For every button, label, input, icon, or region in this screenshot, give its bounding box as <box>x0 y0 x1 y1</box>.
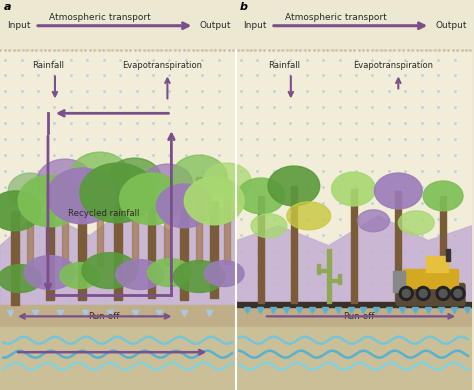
Ellipse shape <box>0 264 42 292</box>
Circle shape <box>399 287 413 300</box>
Ellipse shape <box>147 259 191 287</box>
Circle shape <box>454 289 462 298</box>
Bar <box>426 255 448 271</box>
Ellipse shape <box>47 168 117 224</box>
Circle shape <box>439 289 447 298</box>
Bar <box>132 179 137 267</box>
Bar <box>317 264 319 273</box>
Ellipse shape <box>184 177 244 225</box>
Text: Atmospheric transport: Atmospheric transport <box>285 13 386 22</box>
Bar <box>395 191 401 302</box>
Bar <box>236 2 472 50</box>
Circle shape <box>451 287 465 300</box>
Bar <box>11 211 19 305</box>
Bar <box>196 177 202 262</box>
Ellipse shape <box>173 261 225 292</box>
Bar <box>62 181 68 266</box>
Bar <box>210 201 218 298</box>
Bar <box>236 327 472 390</box>
Ellipse shape <box>172 155 227 199</box>
Ellipse shape <box>108 158 162 200</box>
Text: Input: Input <box>243 21 266 30</box>
Polygon shape <box>0 201 236 310</box>
Ellipse shape <box>357 210 389 232</box>
Bar <box>236 302 472 307</box>
Circle shape <box>419 289 427 298</box>
Ellipse shape <box>82 253 137 289</box>
Text: b: b <box>240 2 248 12</box>
Ellipse shape <box>332 172 375 206</box>
Bar <box>393 271 405 292</box>
Ellipse shape <box>18 175 82 227</box>
Ellipse shape <box>119 173 183 225</box>
Bar <box>317 269 327 271</box>
Bar <box>236 305 472 327</box>
Bar <box>224 181 230 264</box>
Bar <box>351 189 356 303</box>
Circle shape <box>416 287 430 300</box>
Text: Run-off: Run-off <box>88 312 119 321</box>
FancyBboxPatch shape <box>396 284 465 305</box>
Polygon shape <box>236 216 472 310</box>
Bar <box>46 201 54 300</box>
Bar <box>97 176 103 266</box>
Bar <box>258 196 264 303</box>
Ellipse shape <box>0 191 41 231</box>
Ellipse shape <box>143 164 192 202</box>
Bar <box>114 193 122 300</box>
Ellipse shape <box>237 178 285 214</box>
Bar <box>0 50 472 390</box>
Text: Output: Output <box>435 21 466 30</box>
Ellipse shape <box>423 181 463 211</box>
Text: Output: Output <box>199 21 231 30</box>
Bar <box>291 186 297 303</box>
Ellipse shape <box>37 159 93 203</box>
Bar <box>0 327 236 390</box>
Ellipse shape <box>60 262 100 289</box>
Bar <box>337 273 341 284</box>
Ellipse shape <box>116 260 164 289</box>
Bar <box>403 269 458 289</box>
Text: Rainfall: Rainfall <box>268 60 300 69</box>
Bar <box>180 206 188 300</box>
Text: Input: Input <box>7 21 31 30</box>
Bar <box>164 183 170 264</box>
Ellipse shape <box>24 255 76 289</box>
Bar <box>440 196 446 300</box>
Ellipse shape <box>251 214 287 238</box>
Text: a: a <box>4 2 12 12</box>
Ellipse shape <box>8 173 52 209</box>
Text: Run-off: Run-off <box>344 312 375 321</box>
Bar <box>327 249 331 303</box>
Bar <box>0 2 236 50</box>
Text: Rainfall: Rainfall <box>32 60 64 69</box>
Ellipse shape <box>398 211 434 235</box>
Text: Evapotranspiration: Evapotranspiration <box>122 60 202 69</box>
Bar <box>446 249 450 261</box>
Bar <box>27 191 33 271</box>
Ellipse shape <box>80 163 155 223</box>
Text: Atmospheric transport: Atmospheric transport <box>49 13 151 22</box>
Ellipse shape <box>156 184 212 228</box>
Ellipse shape <box>268 166 319 206</box>
Ellipse shape <box>204 261 244 287</box>
Ellipse shape <box>203 163 251 199</box>
Bar <box>78 196 86 300</box>
Ellipse shape <box>287 202 331 230</box>
Text: Recycled rainfall: Recycled rainfall <box>68 209 139 218</box>
Ellipse shape <box>374 173 422 209</box>
Bar <box>331 278 341 282</box>
Circle shape <box>436 287 450 300</box>
Ellipse shape <box>70 152 129 200</box>
Bar <box>0 305 236 327</box>
Text: Evapotranspiration: Evapotranspiration <box>353 60 433 69</box>
Circle shape <box>402 289 410 298</box>
Bar <box>147 199 155 298</box>
